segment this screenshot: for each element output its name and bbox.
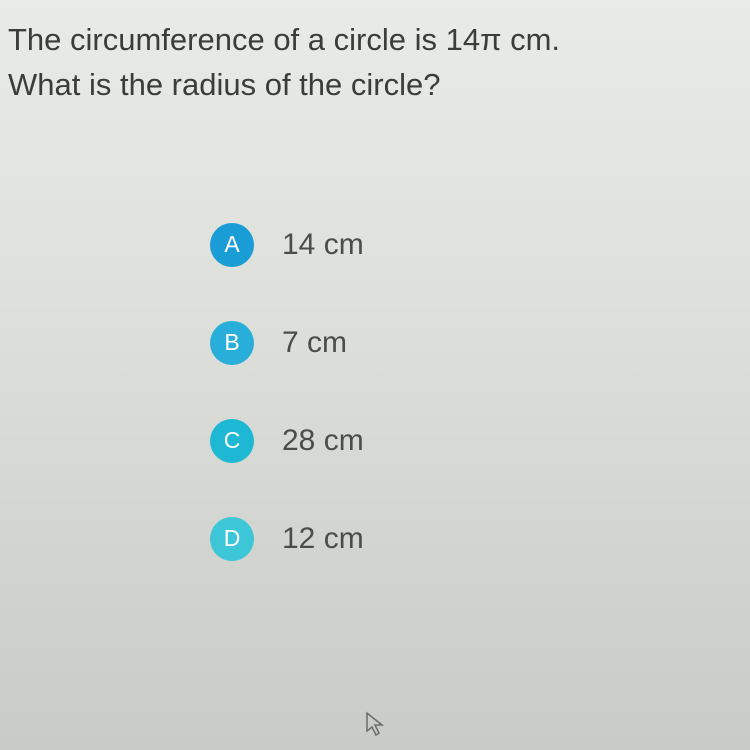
answer-text-c: 28 cm (282, 424, 364, 458)
answer-option-b[interactable]: B 7 cm (210, 321, 750, 365)
question-line-1: The circumference of a circle is 14π cm. (8, 18, 750, 63)
answer-badge-c: C (210, 419, 254, 463)
answer-badge-d: D (210, 517, 254, 561)
answer-badge-b: B (210, 321, 254, 365)
answer-list: A 14 cm B 7 cm C 28 cm D 12 cm (210, 223, 750, 561)
answer-text-a: 14 cm (282, 228, 364, 262)
answer-option-a[interactable]: A 14 cm (210, 223, 750, 267)
question-block: The circumference of a circle is 14π cm.… (0, 0, 750, 108)
answer-text-b: 7 cm (282, 326, 347, 360)
answer-option-d[interactable]: D 12 cm (210, 517, 750, 561)
cursor-icon (365, 711, 385, 742)
answer-option-c[interactable]: C 28 cm (210, 419, 750, 463)
answer-text-d: 12 cm (282, 522, 364, 556)
question-line-2: What is the radius of the circle? (8, 63, 750, 108)
answer-badge-a: A (210, 223, 254, 267)
